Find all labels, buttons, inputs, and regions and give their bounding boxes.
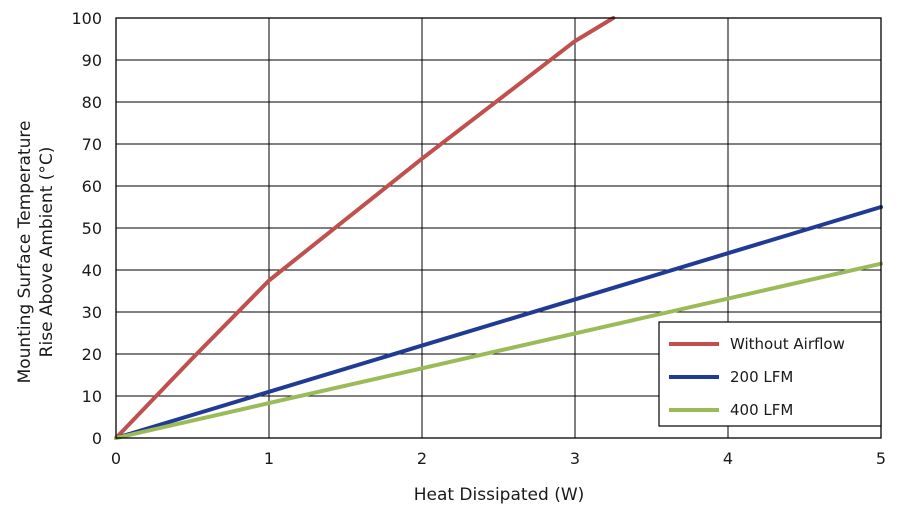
x-tick-label: 2 [417,449,427,468]
series-line-2 [114,205,883,440]
x-axis-title: Heat Dissipated (W) [414,485,585,505]
series-lines [114,16,883,440]
legend-label-1: Without Airflow [730,335,845,353]
y-axis-title-line-1: Mounting Surface Temperature [15,121,35,384]
y-tick-label: 20 [82,345,102,364]
y-tick-label: 0 [92,429,102,448]
series-line-1 [114,16,616,440]
x-tick-label: 5 [876,449,886,468]
legend-label-3: 400 LFM [730,401,793,419]
y-tick-label: 30 [82,303,102,322]
y-tick-label: 90 [82,51,102,70]
y-tick-label: 50 [82,219,102,238]
legend-label-2: 200 LFM [730,368,793,386]
legend: Without Airflow 200 LFM 400 LFM [658,321,882,427]
y-axis-ticks: 0 10 20 30 40 50 60 70 80 90 100 [71,9,102,448]
series-line-3 [114,261,883,440]
x-tick-label: 3 [570,449,580,468]
y-tick-label: 70 [82,135,102,154]
y-axis-title: Mounting Surface Temperature Rise Above … [15,121,57,384]
x-tick-label: 4 [723,449,733,468]
y-tick-label: 40 [82,261,102,280]
plot-area-frame [115,17,882,439]
y-tick-label: 80 [82,93,102,112]
x-tick-label: 0 [111,449,121,468]
x-tick-label: 1 [264,449,274,468]
x-axis-ticks: 0 1 2 3 4 5 [111,449,886,468]
y-tick-label: 10 [82,387,102,406]
y-tick-label: 60 [82,177,102,196]
y-tick-label: 100 [71,9,102,28]
legend-box [658,321,882,427]
y-axis-title-line-2: Rise Above Ambient (°C) [37,147,57,358]
